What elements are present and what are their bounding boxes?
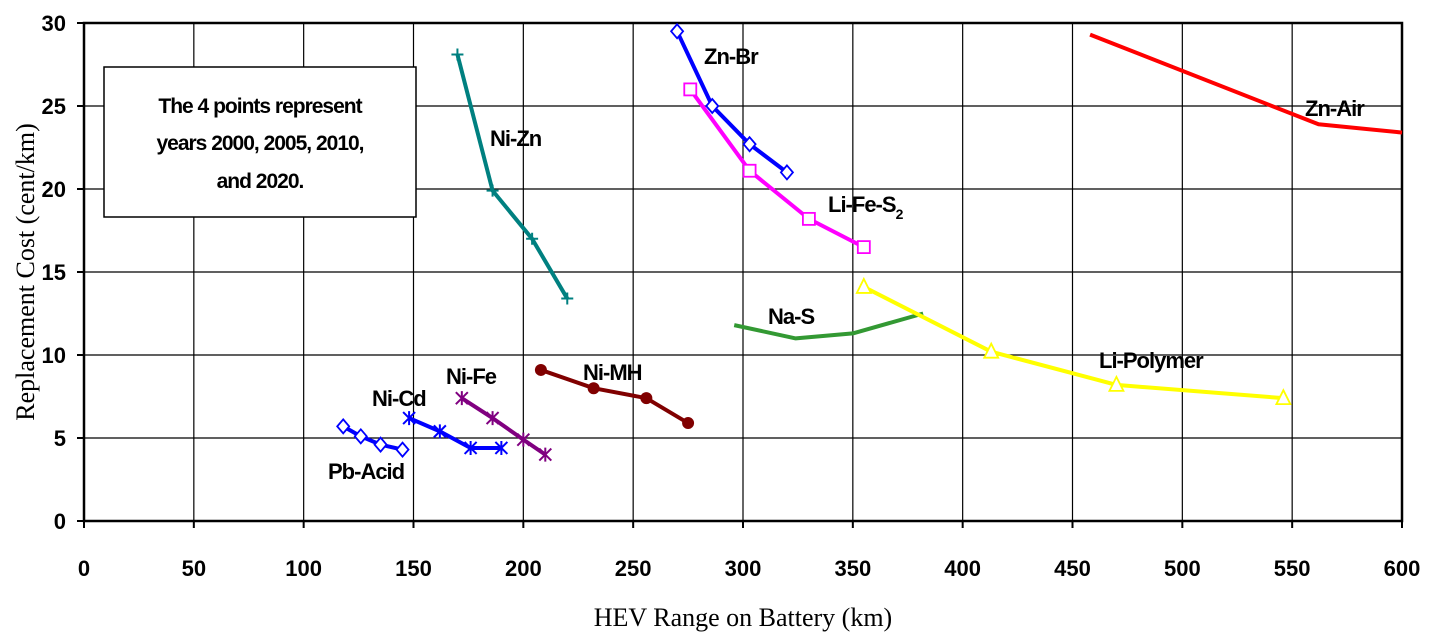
y-axis-title: Replacement Cost (cent/km) (11, 123, 40, 420)
data-point-ni-fe (455, 391, 469, 406)
data-point-li-polymer (1107, 374, 1125, 392)
series-ni-fe (455, 391, 553, 462)
x-tick-label: 350 (834, 556, 871, 581)
series-layer (336, 22, 1403, 462)
series-line-zn-air (1089, 32, 1403, 135)
label-pb-acid: Pb-Acid (328, 459, 404, 484)
x-tick-label: 150 (395, 556, 432, 581)
data-point-ni-fe (485, 411, 500, 426)
y-axis: 0 5 10 15 20 25 30 (42, 11, 84, 534)
series-ni-mh (534, 363, 695, 430)
x-tick-label: 550 (1274, 556, 1311, 581)
data-point-li-polymer (855, 276, 873, 294)
data-point-li-fe-s2 (856, 240, 871, 255)
x-tick-label: 0 (78, 556, 90, 581)
x-tick-label: 200 (505, 556, 542, 581)
y-tick-label: 15 (42, 260, 66, 285)
y-tick-label: 25 (42, 94, 66, 119)
series-line-na-s (733, 311, 924, 341)
data-point-ni-zn (526, 232, 539, 245)
annotation-line-3: and 2020. (217, 170, 304, 193)
label-zn-air: Zn-Air (1305, 96, 1365, 121)
x-tick-label: 400 (944, 556, 981, 581)
x-tick-label: 100 (285, 556, 322, 581)
annotation-line-2: years 2000, 2005, 2010, (156, 132, 363, 155)
x-tick-label: 50 (182, 556, 206, 581)
label-na-s: Na-S (768, 304, 814, 329)
series-zn-air (1089, 32, 1403, 135)
data-point-ni-cd (463, 440, 478, 455)
data-point-li-fe-s2 (683, 82, 698, 97)
label-li-fe-s-subscript: 2 (896, 206, 904, 222)
series-na-s (733, 311, 924, 341)
series-li-polymer (855, 276, 1292, 406)
data-point-pb-acid (395, 441, 410, 459)
data-point-ni-cd (433, 424, 447, 439)
label-ni-zn: Ni-Zn (490, 126, 542, 151)
x-axis-title: HEV Range on Battery (km) (594, 603, 892, 632)
data-point-li-fe-s2 (742, 163, 757, 178)
data-point-ni-fe (516, 432, 531, 447)
data-point-zn-br (779, 164, 795, 181)
series-ni-cd (402, 411, 509, 455)
x-tick-label: 300 (725, 556, 762, 581)
label-li-polymer: Li-Polymer (1099, 348, 1204, 373)
data-point-li-polymer (1274, 388, 1292, 406)
data-point-pb-acid (373, 436, 388, 454)
data-point-li-fe-s2 (802, 211, 816, 226)
data-point-ni-fe (538, 447, 553, 462)
data-point-li-polymer (982, 341, 1000, 359)
series-line-li-polymer (862, 285, 1284, 401)
series-li-fe-s2 (683, 82, 871, 255)
data-point-zn-br (705, 97, 720, 115)
data-point-ni-zn (486, 184, 499, 197)
series-zn-br (669, 22, 795, 181)
data-point-ni-mh (587, 382, 600, 395)
label-li-fe-s: Li-Fe-S (828, 192, 896, 217)
data-point-ni-zn (561, 292, 574, 305)
data-point-zn-br (669, 22, 685, 40)
x-tick-label: 600 (1384, 556, 1421, 581)
data-point-ni-mh (640, 392, 653, 405)
y-tick-label: 20 (42, 177, 66, 202)
x-tick-label: 500 (1164, 556, 1201, 581)
series-pb-acid (336, 417, 410, 459)
data-point-pb-acid (353, 427, 368, 445)
label-zn-br: Zn-Br (704, 44, 759, 69)
data-point-pb-acid (336, 417, 351, 435)
y-tick-label: 10 (42, 343, 66, 368)
series-line-ni-mh (540, 368, 690, 425)
y-tick-label: 5 (54, 426, 66, 451)
x-tick-label: 250 (615, 556, 652, 581)
series-ni-zn (451, 48, 574, 305)
label-li-fe-s2: Li-Fe-S2 (828, 192, 904, 222)
label-ni-cd: Ni-Cd (372, 386, 426, 411)
annotation-line-1: The 4 points represent (158, 95, 362, 118)
series-line-li-fe-s2 (688, 88, 865, 249)
y-tick-label: 30 (42, 11, 66, 36)
data-point-ni-cd (402, 411, 416, 426)
label-ni-fe: Ni-Fe (446, 364, 497, 389)
series-line-pb-acid (342, 424, 403, 452)
series-line-ni-fe (460, 396, 547, 457)
series-line-ni-zn (455, 54, 569, 300)
x-tick-label: 450 (1054, 556, 1091, 581)
label-ni-mh: Ni-MH (583, 360, 642, 385)
data-point-ni-mh (534, 363, 547, 376)
y-tick-label: 0 (54, 509, 66, 534)
x-axis: 0 50 100 150 200 250 300 350 400 450 500 550 600 (78, 521, 1420, 581)
series-line-ni-cd (408, 416, 502, 450)
data-point-ni-zn (451, 48, 464, 61)
data-point-zn-br (742, 135, 757, 153)
annotation-box (103, 66, 417, 218)
series-line-zn-br (675, 30, 789, 174)
data-point-ni-cd (494, 440, 509, 455)
data-point-ni-mh (682, 417, 695, 430)
